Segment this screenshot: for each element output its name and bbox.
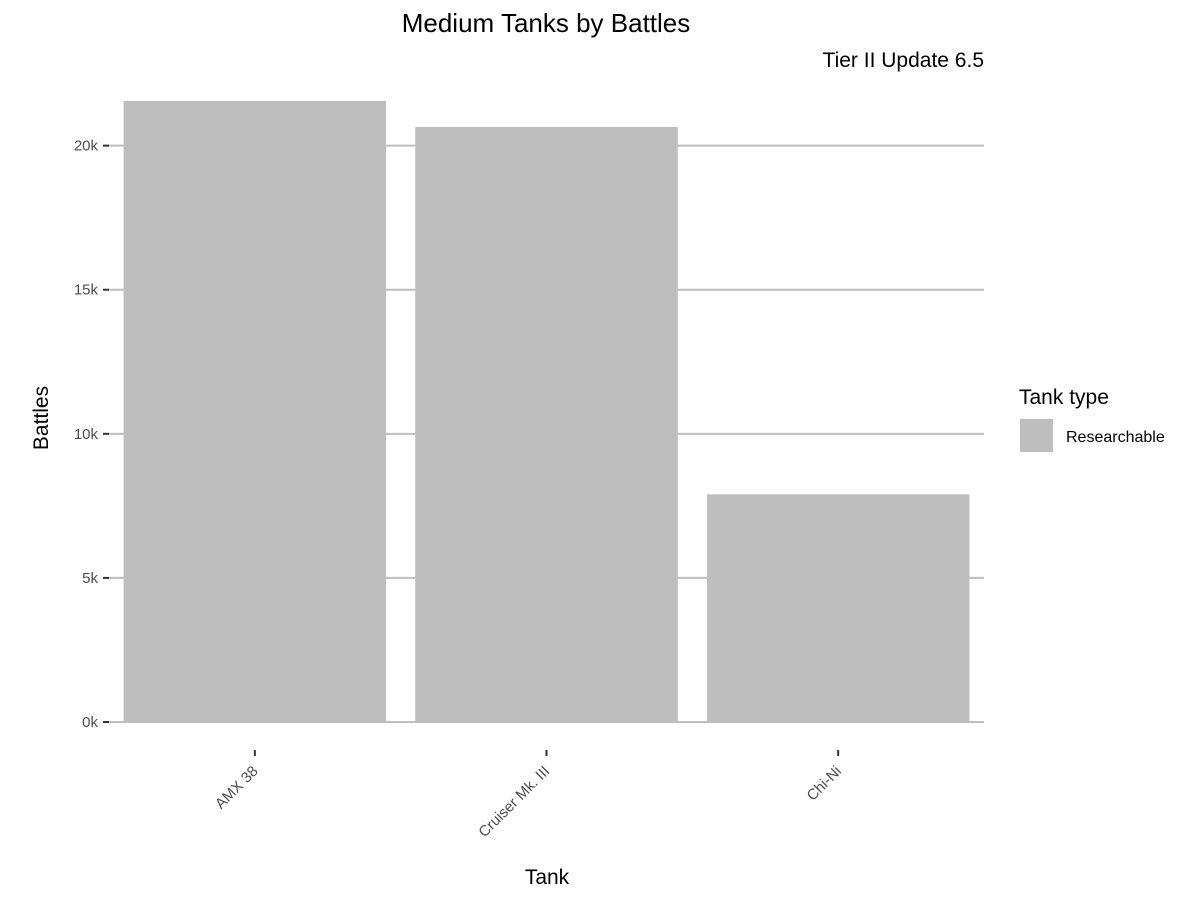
bar-1 (415, 126, 678, 723)
x-axis: AMX 38 Cruiser Mk. III Chi-Ni (212, 750, 845, 841)
legend: Tank type Researchable (1019, 386, 1165, 452)
y-tick-label-1: 5k (82, 570, 98, 587)
y-tick-label-3: 15k (74, 282, 99, 299)
y-tick-label-4: 20k (74, 138, 99, 155)
bars (123, 100, 970, 723)
legend-key-researchable (1020, 419, 1053, 452)
y-tick-label-0: 0k (82, 714, 98, 731)
x-tick-label-2: Chi-Ni (804, 763, 845, 804)
legend-label-researchable: Researchable (1066, 429, 1165, 446)
legend-title: Tank type (1019, 386, 1109, 409)
y-axis: 0k 5k 10k 15k 20k (74, 138, 109, 731)
x-tick-label-1: Cruiser Mk. III (475, 763, 553, 841)
chart-subtitle: Tier II Update 6.5 (823, 49, 984, 72)
y-tick-label-2: 10k (74, 426, 99, 443)
bar-2 (706, 494, 970, 722)
bar-0 (123, 100, 387, 722)
x-tick-label-0: AMX 38 (212, 763, 262, 813)
y-axis-title: Battles (30, 386, 53, 450)
chart-title: Medium Tanks by Battles (402, 8, 691, 38)
x-axis-title: Tank (525, 866, 570, 889)
